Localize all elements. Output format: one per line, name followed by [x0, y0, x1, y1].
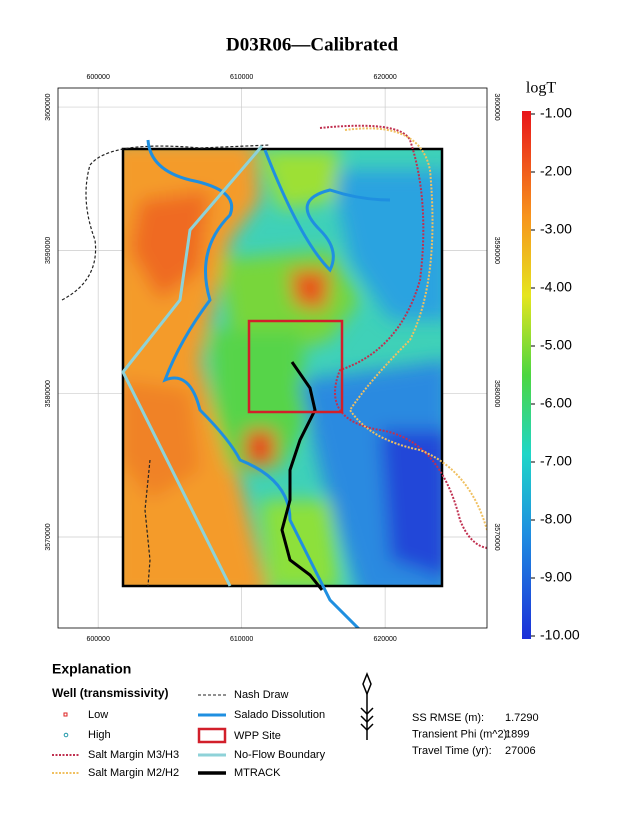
legend-label: MTRACK	[234, 767, 281, 779]
legend-label: Salt Margin M3/H3	[88, 749, 179, 761]
stat-label: Travel Time (yr):	[412, 745, 492, 757]
legend-label: WPP Site	[234, 730, 281, 742]
map-frame	[57, 87, 488, 629]
y-tick-label: 3580000	[45, 380, 52, 407]
salt-margin-m2	[344, 127, 487, 531]
x-tick-label: 600000	[86, 74, 109, 81]
colorbar-title: logT	[526, 80, 556, 97]
x-tick-label: 610000	[230, 74, 253, 81]
y-tick-label: 3570000	[45, 523, 52, 550]
stat-value: 27006	[505, 745, 536, 757]
colorbar-tick-label: -2.00	[540, 163, 572, 179]
colorbar-tick-label: -6.00	[540, 395, 572, 411]
no-flow-boundary	[121, 145, 264, 587]
y-tick-label: 3580000	[493, 380, 500, 407]
title: D03R06—Calibrated	[226, 34, 398, 55]
legend-subtitle: Well (transmissivity)	[52, 686, 168, 700]
legend-label: Salado Dissolution	[234, 709, 325, 721]
colorbar-tick-label: -8.00	[540, 511, 572, 527]
legend-symbol	[63, 712, 68, 717]
legend-label: Salt Margin M2/H2	[88, 767, 179, 779]
mtrack	[280, 361, 324, 591]
y-tick-label: 3590000	[493, 237, 500, 264]
colorbar-tick-label: -3.00	[540, 221, 572, 237]
y-tick-label: 3600000	[493, 93, 500, 120]
legend: Explanation Well (transmissivity) Low Hi…	[52, 661, 326, 779]
legend-title: Explanation	[52, 661, 131, 677]
colorbar-tick-label: -1.00	[540, 105, 572, 121]
y-tick-label: 3590000	[45, 237, 52, 264]
model-boundary	[121, 147, 444, 588]
nash-draw	[61, 144, 271, 301]
legend-label: Nash Draw	[234, 689, 288, 701]
y-tick-label: 3570000	[493, 523, 500, 550]
north-arrow	[360, 671, 374, 740]
stat-value: 1.7290	[505, 712, 539, 724]
wpp-site	[247, 319, 344, 414]
legend-label: No-Flow Boundary	[234, 749, 326, 761]
legend-symbol	[63, 732, 69, 738]
stat-value: 1899	[505, 728, 529, 740]
colorbar	[522, 111, 531, 639]
salado-dissolution	[263, 149, 391, 273]
stat-label: Transient Phi (m^2):	[412, 728, 510, 740]
nash-draw	[144, 459, 151, 587]
colorbar-tick-label: -7.00	[540, 453, 572, 469]
salt-margin-m3	[319, 124, 487, 549]
colorbar-tick-label: -5.00	[540, 337, 572, 353]
stat-label: SS RMSE (m):	[412, 712, 484, 724]
x-tick-label: 620000	[373, 636, 396, 643]
stats: SS RMSE (m): 1.7290 Transient Phi (m^2):18…	[412, 712, 539, 757]
legend-symbol	[197, 727, 227, 744]
y-tick-label: 3600000	[45, 93, 52, 120]
legend-label: Low	[88, 709, 108, 721]
colorbar-tick-label: -10.00	[540, 627, 580, 643]
x-tick-label: 620000	[373, 74, 396, 81]
x-tick-label: 600000	[86, 636, 109, 643]
salado-dissolution	[146, 139, 361, 628]
field	[123, 149, 442, 586]
colorbar-tick-label: -4.00	[540, 279, 572, 295]
legend-label: High	[88, 729, 111, 741]
x-tick-label: 610000	[230, 636, 253, 643]
colorbar-tick-label: -9.00	[540, 569, 572, 585]
